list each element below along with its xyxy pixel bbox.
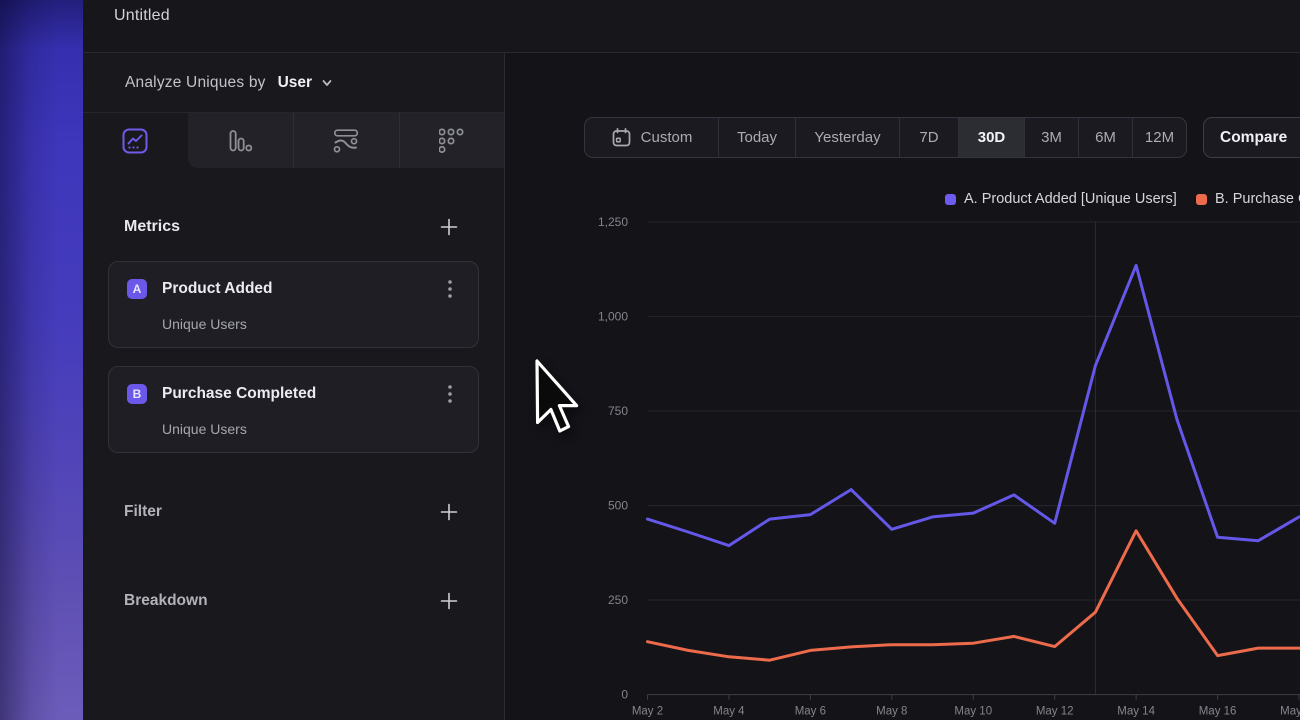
- legend-label: A. Product Added [Unique Users]: [964, 191, 1177, 207]
- chart-panel: Custom Today Yesterday 7D 30D 3M 6M 12M Compare…: [505, 53, 1300, 720]
- date-range-selector: Custom Today Yesterday 7D 30D 3M 6M 12M: [584, 117, 1187, 158]
- top-bar: Untitled: [83, 0, 1300, 53]
- tab-insights[interactable]: [83, 113, 188, 168]
- legend-label: B. Purchase Completed [Unique Users]: [1215, 191, 1300, 207]
- add-filter-button[interactable]: [438, 501, 460, 523]
- range-pill-6m[interactable]: 6M: [1078, 118, 1132, 157]
- tab-retention[interactable]: [398, 113, 504, 168]
- flows-icon: [333, 128, 359, 153]
- svg-text:1,000: 1,000: [598, 309, 628, 323]
- legend-item[interactable]: A. Product Added [Unique Users]: [945, 190, 1177, 208]
- svg-text:May 6: May 6: [795, 706, 826, 718]
- svg-text:May 4: May 4: [713, 706, 745, 718]
- report-title[interactable]: Untitled: [114, 7, 170, 24]
- svg-text:May 18: May 18: [1280, 706, 1300, 718]
- report-type-tabs: [83, 113, 504, 168]
- calendar-icon: [611, 127, 632, 148]
- analyze-label: Analyze Uniques by: [125, 74, 266, 91]
- metric-letter-badge: A: [127, 278, 147, 299]
- range-pill-12m[interactable]: 12M: [1132, 118, 1186, 157]
- svg-text:May 16: May 16: [1199, 706, 1237, 718]
- bar-chart-icon: [229, 129, 253, 151]
- query-builder-panel: Analyze Uniques by User Metrics A Product…: [83, 53, 505, 720]
- metric-name[interactable]: Product Added: [162, 279, 273, 297]
- svg-text:500: 500: [608, 499, 628, 513]
- svg-text:250: 250: [608, 593, 628, 607]
- metric-name[interactable]: Purchase Completed: [162, 384, 317, 402]
- legend-swatch: [1196, 193, 1207, 205]
- metric-subtitle[interactable]: Unique Users: [162, 316, 247, 332]
- add-breakdown-button[interactable]: [438, 590, 460, 612]
- analyze-row: Analyze Uniques by User: [83, 53, 504, 113]
- tab-bars[interactable]: [188, 113, 293, 168]
- range-pill-3m[interactable]: 3M: [1024, 118, 1078, 157]
- background-gradient-strip: [0, 0, 83, 720]
- range-pill-custom[interactable]: Custom: [585, 118, 718, 157]
- filter-title: Filter: [124, 503, 162, 520]
- chevron-down-icon[interactable]: [320, 76, 334, 90]
- legend-item[interactable]: B. Purchase Completed [Unique Users]: [1196, 190, 1300, 208]
- svg-text:May 12: May 12: [1036, 706, 1074, 718]
- range-pill-7d[interactable]: 7D: [899, 118, 958, 157]
- svg-text:May 14: May 14: [1117, 706, 1155, 718]
- kebab-icon[interactable]: [441, 384, 459, 404]
- tab-group: [187, 113, 504, 168]
- breakdown-title: Breakdown: [124, 592, 208, 609]
- metric-subtitle[interactable]: Unique Users: [162, 421, 247, 437]
- analyze-value-dropdown[interactable]: User: [277, 74, 313, 91]
- metric-letter-badge: B: [127, 383, 147, 404]
- range-pill-30d[interactable]: 30D: [958, 118, 1024, 157]
- metrics-title: Metrics: [124, 218, 181, 235]
- range-pill-today[interactable]: Today: [718, 118, 795, 157]
- retention-dots-icon: [439, 128, 464, 153]
- legend-swatch: [945, 193, 956, 205]
- metric-card-a[interactable]: A Product Added Unique Users: [108, 261, 479, 348]
- svg-text:1,250: 1,250: [598, 215, 628, 229]
- add-metric-button[interactable]: [438, 216, 460, 238]
- svg-text:750: 750: [608, 404, 628, 418]
- tab-flows[interactable]: [292, 113, 399, 168]
- svg-text:May 8: May 8: [876, 706, 907, 718]
- svg-text:0: 0: [621, 688, 628, 702]
- compare-button[interactable]: Compare: [1203, 117, 1300, 158]
- range-pill-yesterday[interactable]: Yesterday: [795, 118, 899, 157]
- kebab-icon[interactable]: [441, 279, 459, 299]
- svg-text:May 10: May 10: [954, 706, 992, 718]
- metric-card-b[interactable]: B Purchase Completed Unique Users: [108, 366, 479, 453]
- svg-text:May 2: May 2: [632, 706, 663, 718]
- line-chart[interactable]: 0 250 500 750 1,000 1,250 May 2 May 4 May 6 May 8…: [505, 53, 1300, 720]
